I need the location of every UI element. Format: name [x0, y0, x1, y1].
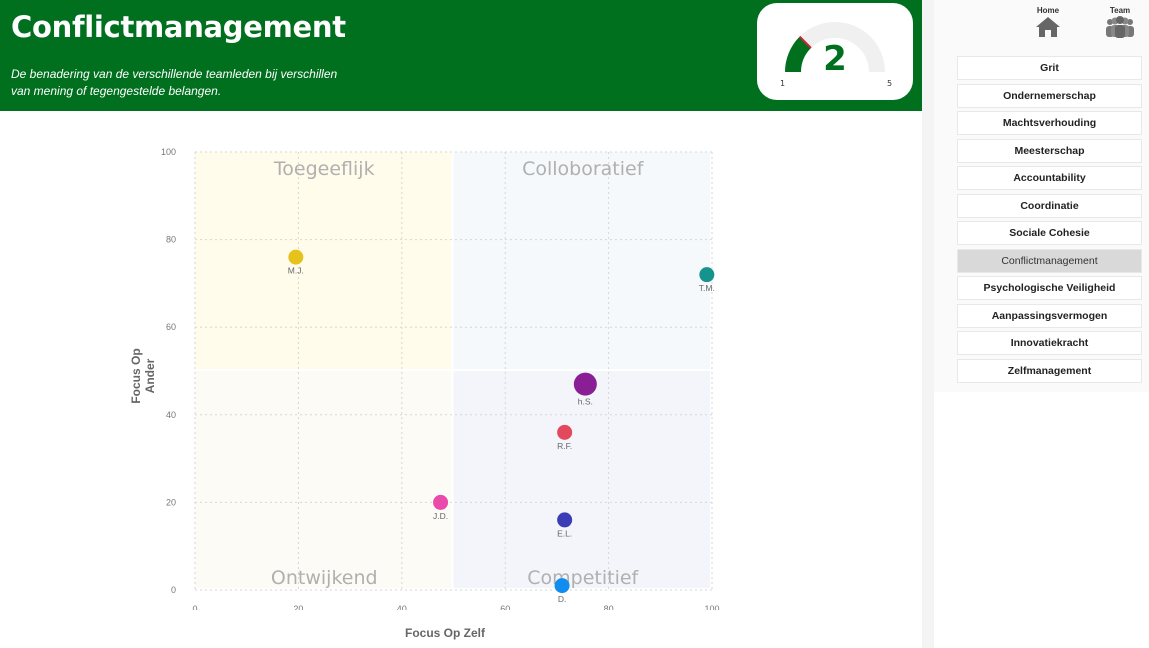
point-label-t-m: T.M. [699, 283, 715, 293]
point-label-r-f: R.F. [557, 441, 572, 451]
nav-item-grit[interactable]: Grit [957, 56, 1142, 80]
point-label-e-l: E.L. [557, 528, 572, 538]
x-tick-label: 60 [500, 604, 510, 610]
nav-item-zelfmanagement[interactable]: Zelfmanagement [957, 358, 1142, 383]
team-nav[interactable]: Team [1090, 6, 1149, 43]
point-t-m[interactable] [699, 267, 715, 283]
home-label: Home [1036, 6, 1060, 15]
point-r-f[interactable] [557, 424, 573, 440]
x-tick-label: 20 [293, 604, 303, 610]
y-tick-label: 100 [161, 147, 176, 157]
scatter-plot: 0 20 40 60 80 100 0 20 40 60 80 100 Toegeeflijk Collo… [161, 147, 720, 614]
nav-item-meesterschap[interactable]: Meesterschap [957, 138, 1142, 163]
y-tick-label: 0 [171, 585, 176, 595]
gauge-max-label: 5 [887, 79, 893, 88]
gauge-value: 2 [823, 39, 847, 79]
nav-item-conflictmanagement[interactable]: Conflictmanagement [957, 248, 1142, 273]
quadrant-label-colloboratief: Colloboratief [522, 158, 645, 180]
y-tick-label: 60 [166, 322, 176, 332]
y-tick-label: 20 [166, 497, 176, 507]
page-header: Conflictmanagement De benadering van de … [0, 0, 922, 111]
page-subtitle: De benadering van de verschillende teaml… [11, 67, 338, 98]
nav-item-accountability[interactable]: Accountability [957, 166, 1142, 190]
point-label-m-j: M.J. [288, 266, 304, 276]
x-tick-label: 0 [192, 604, 197, 610]
point-label-j-d: J.D. [433, 511, 448, 521]
nav-item-innovatiekracht[interactable]: Innovatiekracht [957, 331, 1142, 355]
quadrant-label-ontwijkend: Ontwijkend [271, 567, 378, 589]
nav-item-aanpassingsvermogen[interactable]: Aanpassingsvermogen [957, 303, 1142, 328]
x-tick-label: 100 [704, 604, 719, 610]
nav-item-machtsverhouding[interactable]: Machtsverhouding [957, 111, 1142, 135]
team-icon[interactable] [1104, 15, 1136, 39]
score-gauge [785, 22, 885, 73]
x-axis-title: Focus Op Zelf [405, 626, 486, 640]
y-tick-label: 80 [166, 235, 176, 245]
y-tick-label: 40 [166, 410, 176, 420]
quadrant-label-competitief: Competitief [527, 567, 639, 589]
point-m-j[interactable] [288, 249, 304, 265]
team-label: Team [1109, 6, 1131, 15]
point-h-s[interactable] [573, 372, 597, 396]
quadrant-ontwijkend [195, 371, 452, 588]
scatter-chart: 0 20 40 60 80 100 0 20 40 60 80 100 Toegeeflijk Collo… [120, 130, 740, 614]
point-label-d: D. [558, 594, 567, 604]
point-d[interactable] [554, 578, 570, 594]
point-e-l[interactable] [557, 512, 573, 528]
page-title: Conflictmanagement [11, 10, 346, 44]
quadrant-toegeeflijk [195, 152, 452, 369]
gauge-marker [798, 35, 812, 49]
quadrant-competitief [453, 371, 710, 588]
gauge-min-label: 1 [780, 79, 786, 88]
quadrant-label-toegeeflijk: Toegeeflijk [273, 158, 375, 180]
home-nav[interactable]: Home [1018, 6, 1078, 43]
quadrant-colloboratief [453, 152, 710, 369]
panel-divider [922, 0, 934, 648]
gauge-fill [785, 36, 812, 73]
nav-item-psychologische-veiligheid[interactable]: Psychologische Veiligheid [957, 276, 1142, 300]
home-icon[interactable] [1034, 15, 1062, 39]
nav-item-sociale-cohesie[interactable]: Sociale Cohesie [957, 221, 1142, 245]
x-tick-label: 80 [604, 604, 614, 610]
point-j-d[interactable] [433, 494, 449, 510]
x-tick-label: 40 [397, 604, 407, 610]
point-label-h-s: h.S. [578, 397, 593, 407]
score-gauge-card: 2 1 5 [757, 3, 913, 100]
nav-item-ondernemerschap[interactable]: Ondernemerschap [957, 83, 1142, 108]
nav-item-coordinatie[interactable]: Coordinatie [957, 193, 1142, 218]
y-axis-title: Focus Op Ander [129, 348, 157, 404]
